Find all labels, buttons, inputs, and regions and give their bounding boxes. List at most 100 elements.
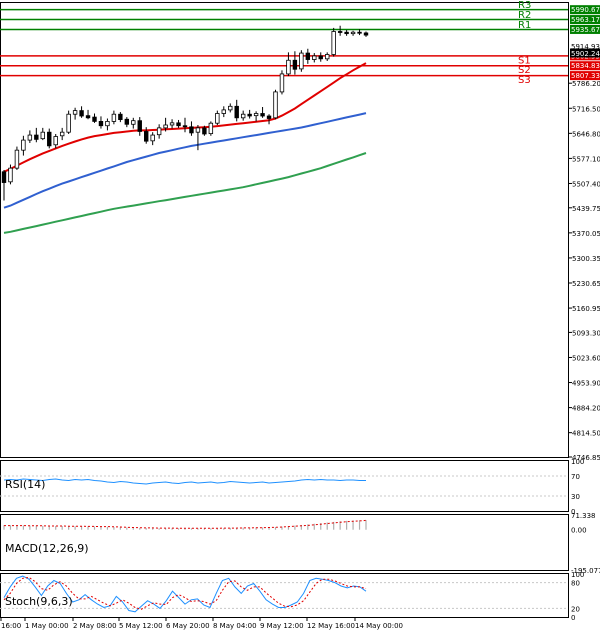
- candle-body: [79, 110, 84, 117]
- candle: [312, 53, 317, 63]
- price-tick-label: 5300.35: [572, 255, 600, 263]
- main-panel-border: [0, 2, 569, 458]
- candle-body: [286, 59, 291, 75]
- candle-body: [228, 105, 233, 111]
- candle: [273, 89, 278, 120]
- candle-body: [47, 131, 52, 147]
- level-tag-r1: 5935.67: [571, 26, 600, 34]
- candle-body: [266, 115, 272, 119]
- time-tick-label: 2 May 08:00: [73, 622, 117, 630]
- current-price-tag: 5902.24: [571, 50, 600, 58]
- candle: [228, 103, 233, 113]
- candle: [305, 48, 311, 64]
- level-name-s1: S1: [518, 55, 531, 66]
- candle-body: [98, 121, 104, 127]
- time-axis: 16:00 1 May 00:00 2 May 08:00 5 May 12:00 6 …: [0, 617, 403, 630]
- candle-body: [299, 52, 304, 70]
- candle: [98, 116, 104, 129]
- price-tick-label: 4884.20: [572, 405, 600, 413]
- macd-signal-line: [4, 519, 367, 529]
- candle-body: [169, 122, 175, 126]
- candle: [363, 31, 369, 37]
- candle: [105, 118, 110, 131]
- candle: [131, 117, 136, 129]
- candle-body: [156, 127, 162, 136]
- candle-body: [337, 31, 343, 33]
- candle-body: [305, 52, 311, 60]
- macd-label: MACD(12,26,9): [5, 542, 89, 555]
- candle: [92, 113, 97, 123]
- candle-body: [27, 134, 33, 141]
- level-name-r2: R2: [518, 10, 531, 21]
- current-price-tag-bg: [570, 48, 600, 58]
- macd-tick-label: 71.338: [571, 512, 596, 520]
- candle-body: [292, 59, 298, 70]
- candle-body: [118, 113, 123, 121]
- candle-body: [59, 131, 65, 137]
- macd-panel-border: [0, 514, 569, 571]
- candle-body: [253, 113, 259, 117]
- candle: [189, 121, 194, 136]
- candle-body: [279, 73, 285, 93]
- level-name-s3: S3: [518, 75, 531, 86]
- candle: [240, 110, 246, 121]
- candle-body: [14, 149, 20, 169]
- level-name-s2: S2: [518, 65, 531, 76]
- candle: [318, 52, 323, 62]
- candle-body: [363, 32, 369, 36]
- candle: [292, 51, 298, 75]
- candle: [325, 52, 330, 61]
- candle-body: [189, 126, 194, 134]
- candle-body: [247, 113, 252, 117]
- candle: [350, 30, 356, 36]
- candle: [53, 133, 58, 149]
- macd-panel: MACD(12,26,9) 71.338 0.00 -195.077: [0, 512, 600, 575]
- rsi-tick-label: 30: [571, 493, 580, 501]
- time-tick-label: 16:00: [1, 622, 21, 630]
- candle: [34, 127, 39, 143]
- rsi-tick-label: 0: [571, 508, 575, 516]
- candle-body: [318, 55, 323, 60]
- candle-body: [72, 110, 78, 115]
- candle: [247, 109, 252, 119]
- price-axis: 5786.20 5716.50 5646.80 5577.10 5507.40 5439.…: [568, 5, 600, 462]
- candle-body: [215, 113, 220, 124]
- level-tag-r2: 5963.17: [571, 16, 600, 24]
- candle-body: [124, 118, 130, 125]
- candle: [79, 106, 84, 118]
- candle-body: [21, 139, 26, 151]
- time-tick-label: 12 May 16:00: [307, 622, 355, 630]
- candle: [221, 106, 226, 118]
- candle-body: [8, 167, 13, 183]
- rsi-line: [3, 478, 366, 485]
- candle: [1, 169, 7, 201]
- price-tick-label: 4953.90: [572, 380, 600, 388]
- candle: [137, 117, 142, 136]
- time-tick-label: 1 May 00:00: [25, 622, 69, 630]
- stoch-tick-label: 20: [571, 605, 580, 613]
- candle-body: [163, 124, 168, 129]
- price-tick-label: 5023.60: [572, 354, 600, 362]
- candle: [357, 29, 362, 36]
- candle: [72, 107, 78, 120]
- candle-body: [150, 134, 155, 142]
- level-tag-s2: 5834.83: [571, 62, 600, 70]
- candle-body: [357, 31, 362, 34]
- candle: [8, 164, 13, 185]
- stoch-tick-label: 80: [571, 580, 580, 588]
- level-name-r1: R1: [518, 20, 531, 31]
- stoch-d-line: [3, 576, 367, 610]
- candle: [299, 50, 304, 72]
- candle-body: [131, 120, 136, 125]
- candle: [21, 135, 26, 156]
- candle-body: [176, 122, 181, 127]
- candle: [59, 127, 65, 141]
- level-tag-s3: 5807.33: [571, 72, 600, 80]
- candle: [40, 127, 45, 141]
- candle: [337, 25, 343, 36]
- candle-body: [273, 91, 278, 119]
